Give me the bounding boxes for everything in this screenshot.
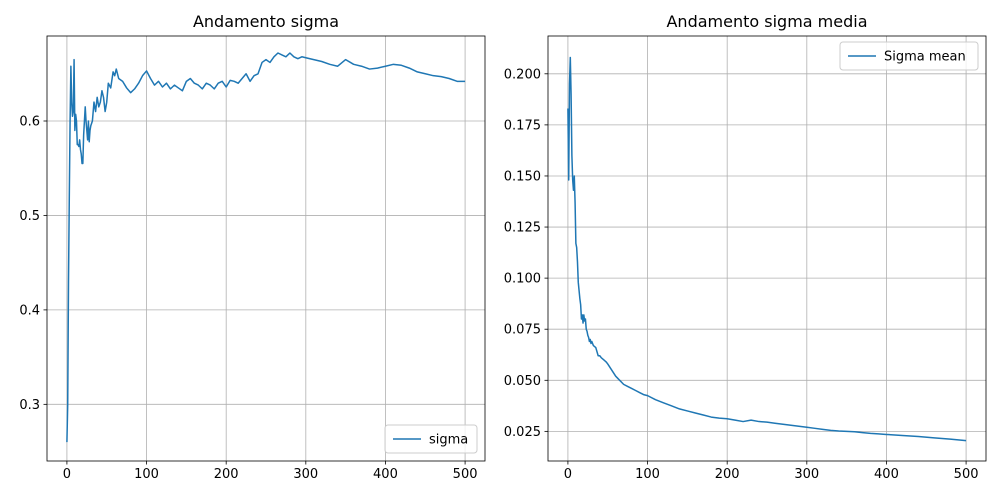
series-line-sigma (66, 52, 466, 443)
x-tick-label: 200 (214, 467, 239, 482)
y-tick-label: 0.4 (19, 303, 40, 318)
legend-label: sigma (429, 433, 468, 448)
subplot-1: 0 100 200 300 400 500 0.3 0.4 0.5 0.6 Andamento si… (19, 12, 486, 482)
y-tick-label: 0.100 (504, 272, 541, 287)
y-tick-label: 0.3 (19, 398, 40, 413)
axes-frame (46, 35, 486, 462)
y-tick-label: 0.175 (504, 118, 541, 133)
x-tick-label: 300 (794, 467, 819, 482)
x-tick-label: 0 (63, 467, 71, 482)
legend: Sigma mean (839, 41, 979, 71)
x-tick-label: 100 (134, 467, 159, 482)
y-tick-label: 0.150 (504, 169, 541, 184)
y-tick-label: 0.5 (19, 209, 40, 224)
y-tick-label: 0.050 (504, 374, 541, 389)
x-tick-label: 0 (564, 467, 572, 482)
x-tick-label: 400 (373, 467, 398, 482)
y-tick-label: 0.200 (504, 67, 541, 82)
y-tick-label: 0.025 (504, 425, 541, 440)
x-tick-label: 500 (954, 467, 979, 482)
chart-title: Andamento sigma (193, 12, 339, 31)
series-line-sigma-mean (567, 56, 967, 442)
x-tick-label: 500 (453, 467, 478, 482)
legend-label: Sigma mean (884, 50, 966, 65)
x-tick-label: 100 (635, 467, 660, 482)
subplot-2: 0 100 200 300 400 500 0.025 0.050 0.075 0.100 0.12… (504, 12, 987, 482)
x-tick-label: 400 (874, 467, 899, 482)
legend-box (839, 41, 979, 71)
x-tick-label: 200 (715, 467, 740, 482)
y-tick-label: 0.075 (504, 323, 541, 338)
x-tick-label: 300 (293, 467, 318, 482)
chart-title: Andamento sigma media (666, 12, 867, 31)
axes-frame (547, 35, 987, 462)
y-tick-label: 0.125 (504, 221, 541, 236)
legend-box (384, 424, 478, 454)
legend: sigma (384, 424, 478, 454)
y-tick-label: 0.6 (19, 115, 40, 130)
